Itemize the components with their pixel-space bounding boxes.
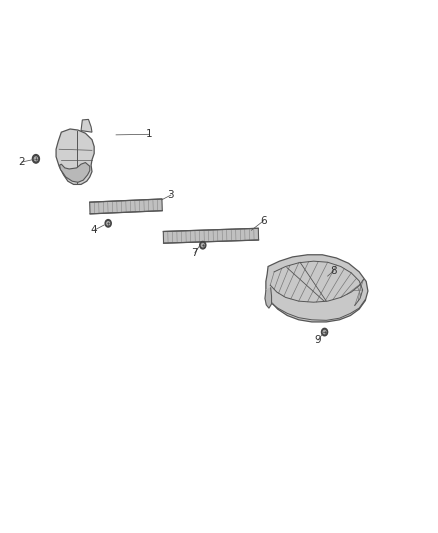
Circle shape — [200, 241, 206, 249]
Polygon shape — [81, 119, 92, 132]
Circle shape — [323, 330, 326, 334]
Polygon shape — [265, 288, 272, 308]
Text: 7: 7 — [191, 248, 198, 257]
Text: 1: 1 — [145, 130, 152, 139]
Circle shape — [321, 328, 328, 336]
Text: 4: 4 — [91, 225, 98, 235]
Text: 2: 2 — [18, 157, 25, 167]
Polygon shape — [60, 163, 90, 182]
Circle shape — [107, 222, 110, 225]
Text: 6: 6 — [260, 216, 267, 225]
Text: 8: 8 — [330, 266, 337, 276]
Polygon shape — [163, 228, 258, 243]
Circle shape — [32, 155, 39, 163]
Polygon shape — [266, 255, 368, 322]
Circle shape — [34, 157, 38, 161]
Circle shape — [201, 244, 204, 247]
Polygon shape — [56, 129, 94, 184]
Text: 3: 3 — [167, 190, 174, 200]
Polygon shape — [90, 199, 162, 214]
Circle shape — [105, 220, 111, 227]
Text: 9: 9 — [314, 335, 321, 345]
